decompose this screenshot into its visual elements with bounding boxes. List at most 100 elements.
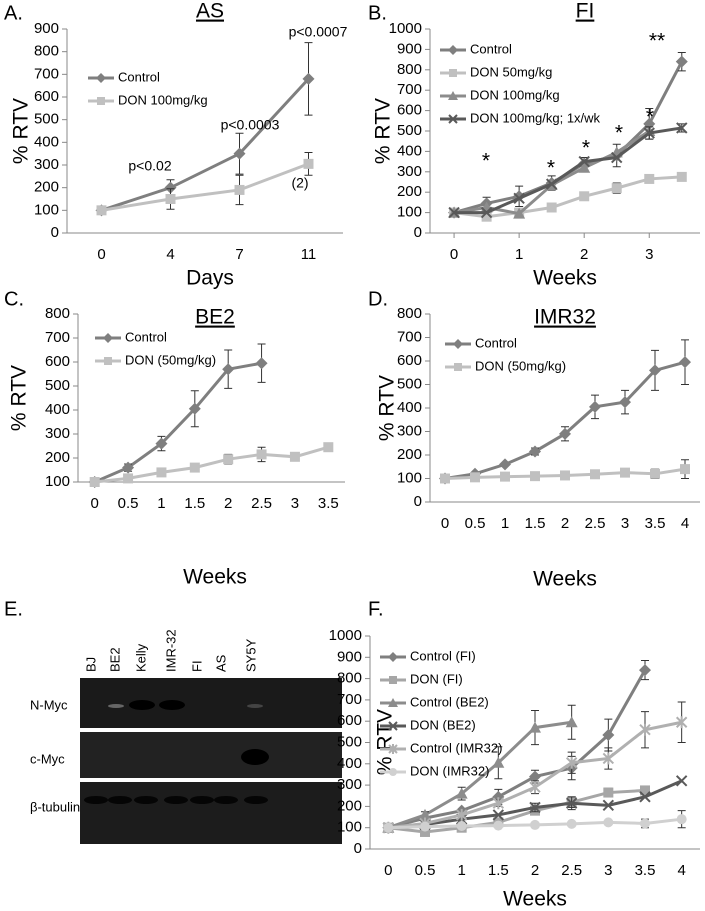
marker <box>578 161 591 173</box>
y-tick-label: 700 <box>34 65 59 82</box>
marker <box>420 826 430 837</box>
marker <box>492 797 505 810</box>
x-tick-label: 3 <box>604 862 612 879</box>
x-tick-label: 0.5 <box>118 495 139 512</box>
marker <box>499 458 511 471</box>
marker <box>156 467 167 478</box>
panel-letter: D. <box>368 288 388 310</box>
lane-label: Kelly <box>133 643 148 672</box>
annotation: * <box>582 137 590 160</box>
annotation: ** <box>649 30 665 53</box>
marker <box>603 817 614 828</box>
y-tick-label: 800 <box>34 43 59 60</box>
marker <box>530 819 540 830</box>
marker <box>602 729 615 742</box>
lane-label: FI <box>189 660 204 672</box>
marker <box>455 808 468 821</box>
marker <box>679 356 691 369</box>
series-line <box>453 175 682 219</box>
x-tick-label: 3 <box>291 495 299 512</box>
legend-marker <box>388 652 398 662</box>
y-tick-label: 800 <box>397 305 422 322</box>
x-tick-label: 1.5 <box>184 495 205 512</box>
y-axis-label: % RTV <box>10 98 33 164</box>
y-tick-label: 600 <box>337 712 362 729</box>
x-tick-label: 1 <box>515 246 523 263</box>
series-line <box>453 60 684 215</box>
marker <box>480 206 493 219</box>
blot-band <box>241 749 269 765</box>
legend-marker <box>449 69 457 77</box>
lane-label: IMR-32 <box>163 629 178 672</box>
marker <box>96 205 107 216</box>
marker <box>640 785 650 796</box>
marker <box>419 808 431 820</box>
marker <box>560 470 570 481</box>
y-tick-label: 100 <box>397 204 422 221</box>
y-tick-label: 500 <box>397 375 422 392</box>
marker <box>602 752 615 765</box>
y-tick-label: 800 <box>337 670 362 687</box>
marker <box>529 781 541 794</box>
x-tick-label: 2.5 <box>251 495 272 512</box>
marker <box>189 462 200 473</box>
marker <box>639 723 651 736</box>
x-tick-label: 1 <box>157 495 165 512</box>
marker <box>529 445 541 458</box>
panel-letter: A. <box>4 2 23 24</box>
marker <box>456 820 467 831</box>
marker <box>566 818 577 829</box>
row-label: N-Myc <box>30 697 68 712</box>
y-tick-label: 400 <box>34 133 59 150</box>
x-tick-label: 2 <box>224 495 232 512</box>
y-axis-label: % RTV <box>374 709 397 775</box>
marker <box>289 451 300 462</box>
legend-label: DON (BE2) <box>410 717 476 732</box>
x-tick-label: 3.5 <box>645 515 666 532</box>
y-tick-label: 300 <box>45 425 70 442</box>
chart-title: BE2 <box>195 306 235 329</box>
marker <box>481 211 492 222</box>
marker <box>603 787 614 798</box>
y-axis-label: % RTV <box>376 375 399 441</box>
chart-title: AS <box>196 0 224 23</box>
legend-label: DON (IMR32) <box>410 763 489 778</box>
blot-band <box>108 796 132 804</box>
x-tick-label: 11 <box>301 246 317 263</box>
marker <box>492 809 505 821</box>
x-tick-label: 4 <box>166 246 174 263</box>
marker <box>675 775 688 787</box>
y-tick-label: 400 <box>397 142 422 159</box>
y-tick-label: 100 <box>34 201 59 218</box>
annotation: * <box>615 122 623 145</box>
y-tick-label: 200 <box>34 179 59 196</box>
x-axis-label: Weeks <box>183 566 247 589</box>
blot-band <box>159 700 185 710</box>
marker <box>223 454 234 465</box>
annotation: * <box>547 157 555 180</box>
y-tick-label: 0 <box>354 840 362 857</box>
y-tick-label: 100 <box>397 469 422 486</box>
y-tick-label: 1000 <box>389 20 422 37</box>
marker <box>500 471 510 482</box>
annotation: p<0.0003 <box>221 117 280 133</box>
marker <box>323 442 334 453</box>
blot-band <box>134 796 158 804</box>
y-tick-label: 900 <box>337 648 362 665</box>
marker <box>639 664 651 677</box>
legend-label: DON 100mg/kg; 1x/wk <box>470 110 601 125</box>
blot-band <box>244 796 268 804</box>
blot-band <box>190 796 214 804</box>
x-tick-label: 1 <box>457 862 465 879</box>
marker <box>493 820 504 831</box>
y-tick-label: 600 <box>397 102 422 119</box>
x-axis-label: Weeks <box>503 888 567 911</box>
legend-marker <box>448 45 458 55</box>
x-tick-label: 0.5 <box>465 515 486 532</box>
legend-marker <box>96 73 106 83</box>
panel-letter: C. <box>4 288 24 310</box>
legend-marker <box>388 698 398 707</box>
annotation: * <box>646 106 654 129</box>
legend-label: Control <box>125 329 167 344</box>
y-tick-label: 500 <box>337 733 362 750</box>
